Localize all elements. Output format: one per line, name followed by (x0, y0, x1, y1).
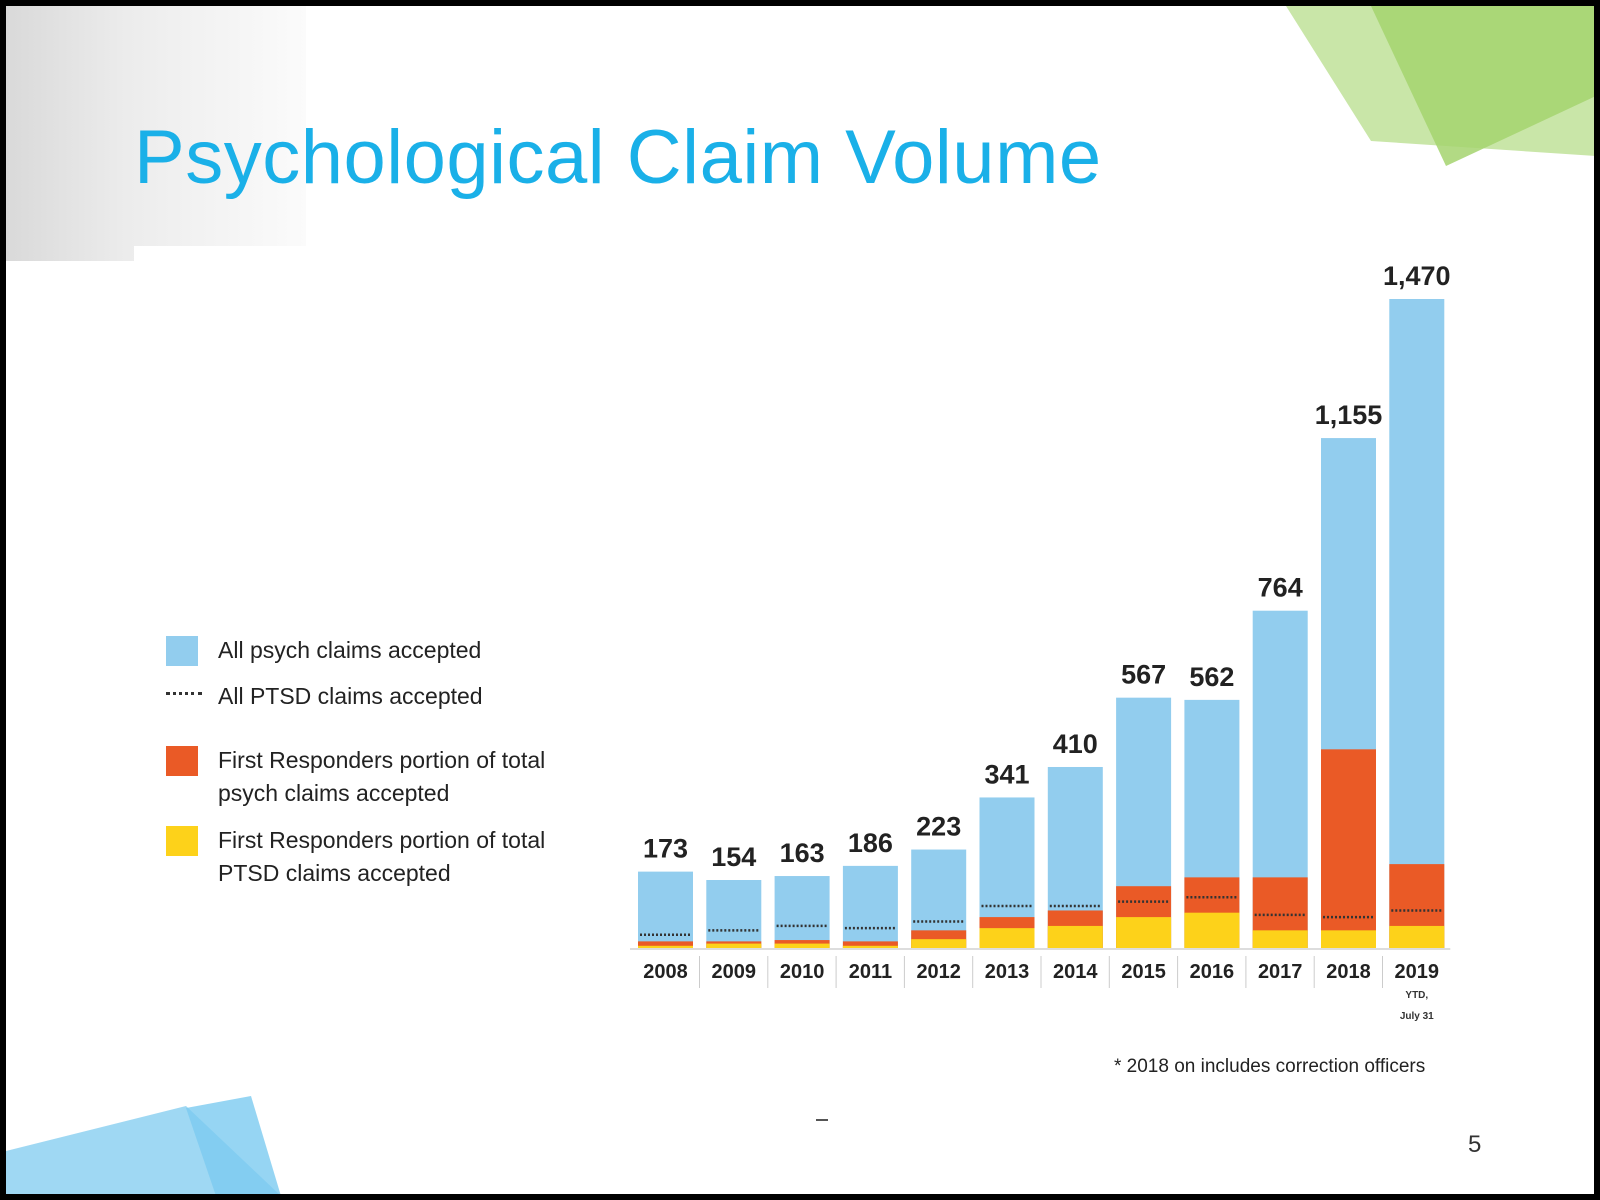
bar-first-responders-psych-2018 (1321, 749, 1376, 948)
bar-first-responders-psych-2008 (638, 941, 693, 948)
x-tick-label-2011: 2011 (849, 961, 892, 983)
data-label-2010: 163 (780, 838, 825, 868)
data-label-2008: 173 (643, 834, 688, 864)
bar-first-responders-ptsd-2019 (1389, 925, 1445, 948)
x-tick-label-2019: 2019 (1395, 961, 1440, 983)
bar-first-responders-ptsd-2012 (911, 939, 967, 948)
deco-shape-blue-dark (186, 1096, 281, 1194)
x-tick-label-2012: 2012 (916, 961, 961, 983)
bar-psych-2019 (1389, 299, 1445, 948)
deco-shape-green (1371, 6, 1594, 166)
data-label-2012: 223 (916, 812, 961, 842)
bar-first-responders-ptsd-2015 (1116, 917, 1172, 948)
bar-first-responders-ptsd-2016 (1184, 912, 1240, 948)
data-label-2016: 562 (1189, 662, 1234, 692)
bar-first-responders-ptsd-2018 (1321, 930, 1376, 948)
bar-psych-2009 (706, 880, 762, 948)
legend-dotted-line-ptsd (166, 692, 202, 695)
legend-label-first-responders-psych-line2: psych claims accepted (218, 780, 450, 806)
bar-chart: 173 2008 154 2009 163 2010 186 2011 223 2012 341 20… (630, 261, 1451, 1022)
x-tick-label-2010: 2010 (780, 961, 825, 983)
x-tick-label-2014: 2014 (1053, 961, 1098, 983)
bar-first-responders-ptsd-2017 (1252, 930, 1308, 948)
data-label-2019: 1,470 (1383, 261, 1451, 291)
data-label-2013: 341 (984, 759, 1029, 789)
legend-label-first-responders-ptsd-line1: First Responders portion of total (218, 827, 546, 853)
legend-swatch-first-responders-ptsd (166, 826, 198, 856)
bar-psych-2011 (842, 865, 898, 948)
bar-first-responders-ptsd-2008 (638, 945, 693, 948)
bar-first-responders-ptsd-2011 (842, 945, 898, 948)
data-label-2018: 1,155 (1315, 400, 1383, 430)
legend-label-psych: All psych claims accepted (218, 637, 482, 663)
legend-swatch-first-responders-psych (166, 746, 198, 776)
corner-shade-cut (134, 246, 334, 266)
x-tick-label-2017: 2017 (1258, 961, 1303, 983)
x-tick-label-2016: 2016 (1190, 961, 1235, 983)
footnote: * 2018 on includes correction officers (1114, 1056, 1426, 1077)
x-tick-label-2015: 2015 (1121, 961, 1166, 983)
data-label-2015: 567 (1121, 660, 1166, 690)
x-tick-label-2013: 2013 (985, 961, 1030, 983)
x-tick-label-2009: 2009 (712, 961, 757, 983)
legend-swatch-psych (166, 636, 198, 666)
bar-first-responders-psych-2011 (842, 941, 898, 948)
bottom-left-decoration (6, 1096, 281, 1194)
page-number: 5 (1468, 1131, 1482, 1158)
slide-title: Psychological Claim Volume (134, 115, 1102, 200)
data-label-2014: 410 (1053, 729, 1098, 759)
bar-psych-2010 (774, 876, 830, 948)
legend-label-ptsd: All PTSD claims accepted (218, 683, 483, 709)
x-tick-note-2019: YTD, (1405, 990, 1428, 1001)
data-label-2011: 186 (848, 828, 893, 858)
x-tick-label-2018: 2018 (1326, 961, 1371, 983)
x-tick-label-2008: 2008 (643, 961, 688, 983)
stray-dash (816, 1119, 828, 1121)
x-tick-note-2019: July 31 (1400, 1011, 1434, 1022)
data-label-2009: 154 (711, 842, 756, 872)
corner-shade (6, 6, 306, 261)
legend-label-first-responders-ptsd-line2: PTSD claims accepted (218, 860, 451, 886)
bar-psych-2008 (638, 871, 693, 948)
bar-first-responders-ptsd-2010 (774, 943, 830, 948)
bar-first-responders-ptsd-2013 (979, 928, 1035, 948)
bar-first-responders-ptsd-2014 (1047, 925, 1103, 948)
bar-first-responders-ptsd-2009 (706, 943, 762, 948)
data-label-2017: 764 (1258, 573, 1303, 603)
top-right-decoration (1286, 6, 1594, 166)
legend-label-first-responders-psych-line1: First Responders portion of total (218, 747, 546, 773)
